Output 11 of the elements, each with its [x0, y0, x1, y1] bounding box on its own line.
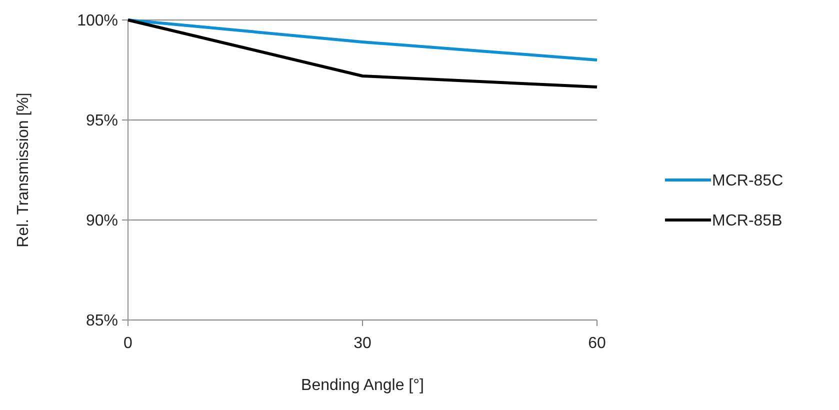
y-tick-label: 85%	[86, 312, 118, 330]
x-tick-label: 0	[124, 335, 133, 352]
x-tick-label: 30	[354, 335, 372, 352]
y-axis-title: Rel. Transmission [%]	[15, 92, 32, 248]
y-tick-label: 95%	[86, 112, 118, 130]
y-tick-label: 90%	[86, 212, 118, 230]
x-tick-label: 60	[588, 335, 606, 352]
legend-label: MCR-85C	[712, 172, 784, 190]
legend-label: MCR-85B	[712, 212, 782, 230]
y-tick-label: 100%	[77, 12, 118, 30]
x-axis-title: Bending Angle [°]	[301, 377, 424, 394]
